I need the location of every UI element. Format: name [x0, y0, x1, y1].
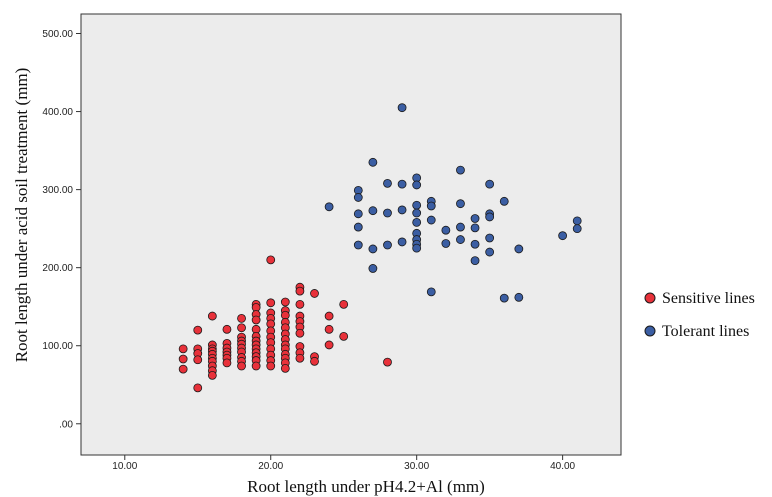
point-tolerant — [353, 193, 363, 202]
point-sensitive — [207, 311, 217, 321]
point-sensitive — [324, 311, 334, 321]
point-sensitive — [178, 354, 188, 364]
legend-label-sensitive: Sensitive lines — [662, 290, 755, 307]
point-sensitive — [237, 314, 246, 323]
point-sensitive — [339, 299, 349, 309]
point-tolerant — [514, 292, 524, 302]
point-tolerant — [470, 214, 480, 223]
point-tolerant — [383, 178, 392, 188]
point-tolerant — [499, 196, 509, 206]
point-tolerant — [485, 179, 495, 189]
y-axis-title: Root length under acid soil treatment (m… — [12, 68, 31, 363]
point-sensitive — [237, 323, 246, 333]
point-sensitive — [222, 324, 232, 334]
y-tick-label: .00 — [59, 419, 73, 430]
y-tick-label: 400.00 — [42, 107, 73, 118]
point-sensitive — [266, 298, 276, 308]
point-tolerant — [353, 222, 363, 232]
data-points — [178, 103, 582, 393]
x-tick-label: 30.00 — [404, 461, 429, 472]
point-sensitive — [295, 328, 305, 338]
x-axis: 10.00 20.00 30.00 40.00 — [112, 455, 576, 472]
point-tolerant — [470, 256, 480, 266]
point-sensitive — [237, 361, 246, 371]
y-tick-label: 300.00 — [42, 185, 73, 196]
point-sensitive — [295, 353, 305, 363]
point-sensitive — [324, 324, 334, 334]
point-tolerant — [485, 233, 495, 243]
point-tolerant — [441, 239, 451, 248]
legend: Sensitive lines Tolerant lines — [644, 290, 755, 340]
point-tolerant — [397, 205, 407, 215]
point-tolerant — [368, 157, 378, 167]
point-sensitive — [383, 357, 392, 367]
point-sensitive — [193, 325, 203, 335]
point-sensitive — [207, 370, 217, 380]
point-tolerant — [456, 235, 465, 244]
point-sensitive — [295, 286, 305, 296]
point-tolerant — [412, 180, 422, 190]
point-sensitive — [222, 358, 232, 368]
legend-marker-tolerant — [644, 325, 656, 337]
y-tick-label: 100.00 — [42, 341, 73, 352]
point-sensitive — [310, 356, 319, 366]
point-sensitive — [193, 355, 203, 365]
point-sensitive — [266, 255, 276, 265]
point-sensitive — [266, 361, 276, 371]
y-tick-label: 200.00 — [42, 263, 73, 274]
x-tick-label: 20.00 — [258, 461, 283, 472]
point-sensitive — [295, 299, 305, 309]
point-tolerant — [514, 244, 524, 254]
point-tolerant — [470, 239, 480, 249]
point-sensitive — [280, 297, 290, 307]
point-tolerant — [368, 244, 378, 254]
point-tolerant — [368, 206, 378, 216]
point-tolerant — [572, 216, 582, 226]
point-tolerant — [485, 212, 495, 222]
point-tolerant — [426, 287, 436, 297]
point-sensitive — [310, 289, 319, 298]
x-tick-label: 10.00 — [112, 461, 137, 472]
point-tolerant — [412, 218, 422, 227]
point-tolerant — [558, 231, 568, 241]
point-tolerant — [441, 225, 451, 235]
legend-label-tolerant: Tolerant lines — [662, 323, 749, 340]
point-tolerant — [397, 179, 407, 189]
point-tolerant — [353, 240, 363, 250]
point-tolerant — [456, 222, 465, 232]
point-tolerant — [470, 223, 480, 233]
point-sensitive — [193, 383, 203, 393]
point-tolerant — [412, 243, 422, 253]
point-tolerant — [499, 293, 509, 303]
point-sensitive — [280, 363, 290, 373]
x-axis-title: Root length under pH4.2+Al (mm) — [247, 477, 485, 496]
point-sensitive — [178, 344, 188, 354]
point-sensitive — [178, 364, 188, 374]
point-sensitive — [324, 340, 334, 350]
y-axis: .00 100.00 200.00 300.00 400.00 500.00 — [42, 29, 81, 430]
point-sensitive — [339, 331, 349, 341]
point-tolerant — [426, 215, 436, 225]
point-tolerant — [456, 165, 465, 175]
point-tolerant — [412, 208, 422, 218]
point-tolerant — [485, 247, 495, 257]
y-tick-label: 500.00 — [42, 29, 73, 40]
x-tick-label: 40.00 — [550, 461, 575, 472]
point-tolerant — [383, 208, 392, 218]
point-tolerant — [368, 264, 378, 273]
plot-area — [80, 13, 622, 456]
point-sensitive — [251, 315, 261, 325]
point-sensitive — [251, 361, 261, 371]
point-tolerant — [397, 237, 407, 247]
point-tolerant — [397, 103, 407, 113]
legend-marker-sensitive — [644, 292, 656, 304]
point-tolerant — [383, 240, 392, 250]
point-tolerant — [572, 224, 582, 234]
point-tolerant — [456, 199, 465, 209]
point-tolerant — [426, 201, 436, 211]
point-tolerant — [412, 200, 422, 210]
point-tolerant — [324, 202, 334, 212]
point-tolerant — [353, 209, 363, 219]
